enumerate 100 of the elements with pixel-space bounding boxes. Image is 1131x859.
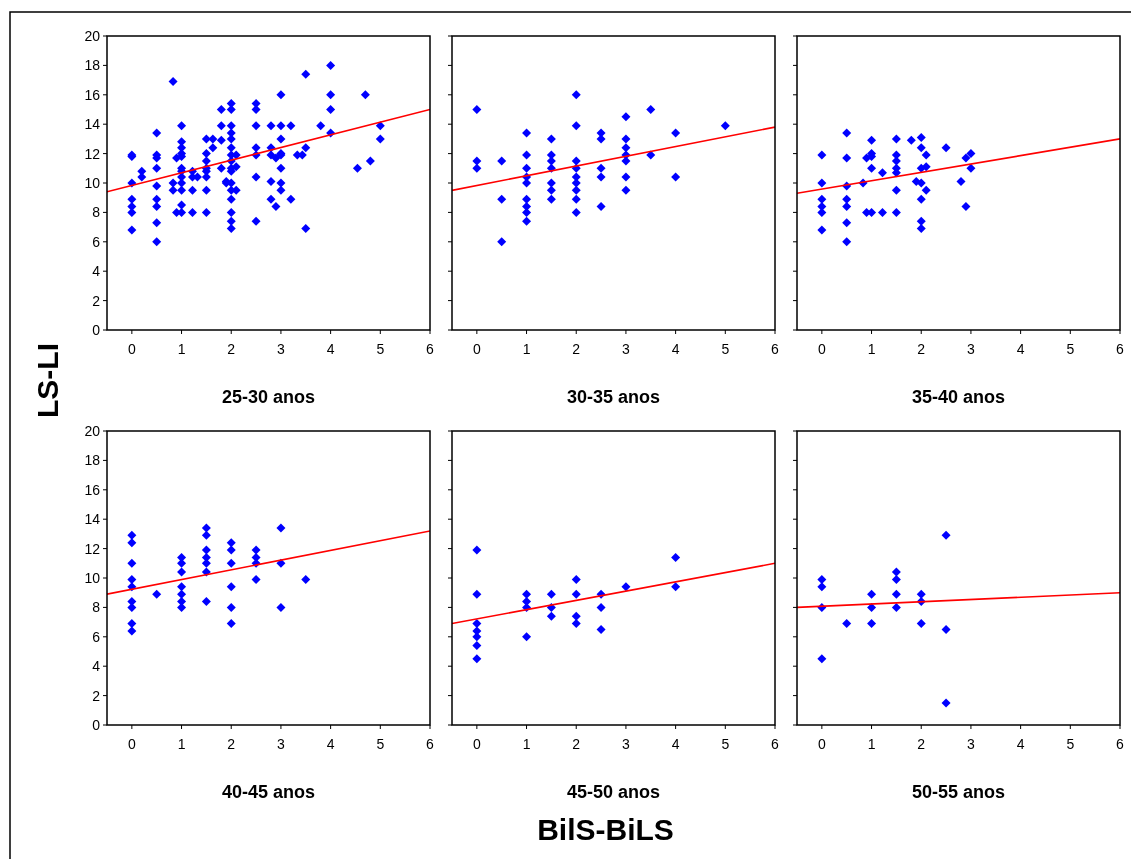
x-tick-label: 5 bbox=[1066, 341, 1075, 357]
x-tick-label: 0 bbox=[472, 341, 481, 357]
point bbox=[226, 558, 236, 568]
point bbox=[941, 624, 951, 634]
x-tick-label: 5 bbox=[376, 341, 385, 357]
point bbox=[546, 185, 556, 195]
point bbox=[546, 194, 556, 204]
x-tick-label: 0 bbox=[817, 341, 826, 357]
y-tick-label: 14 bbox=[84, 116, 101, 133]
x-tick-label: 2 bbox=[227, 341, 236, 357]
point bbox=[127, 574, 137, 584]
y-tick-label: 12 bbox=[84, 540, 101, 557]
point bbox=[571, 207, 581, 217]
point bbox=[867, 619, 877, 629]
point bbox=[201, 530, 211, 540]
point bbox=[201, 545, 211, 555]
point bbox=[226, 619, 236, 629]
y-tick-label: 12 bbox=[84, 145, 101, 162]
point bbox=[127, 619, 137, 629]
point bbox=[867, 135, 877, 145]
point bbox=[596, 202, 606, 212]
point bbox=[817, 225, 827, 235]
x-tick-label: 3 bbox=[622, 341, 631, 357]
y-tick-label: 4 bbox=[92, 658, 101, 675]
x-axis-title: 35-40 anos bbox=[911, 387, 1006, 407]
x-tick-label: 6 bbox=[771, 341, 780, 357]
x-tick-label: 1 bbox=[177, 341, 186, 357]
x-tick-label: 1 bbox=[522, 736, 531, 752]
x-tick-label: 0 bbox=[127, 341, 136, 357]
point bbox=[621, 185, 631, 195]
point bbox=[522, 589, 532, 599]
point bbox=[522, 216, 532, 226]
point bbox=[596, 602, 606, 612]
point bbox=[916, 589, 926, 599]
point bbox=[621, 112, 631, 122]
point bbox=[522, 163, 532, 173]
point bbox=[966, 149, 976, 159]
y-tick-label: 6 bbox=[92, 628, 101, 645]
point bbox=[961, 202, 971, 212]
point bbox=[497, 237, 507, 247]
point bbox=[177, 589, 187, 599]
point bbox=[522, 150, 532, 160]
point bbox=[891, 589, 901, 599]
point bbox=[621, 582, 631, 592]
point bbox=[842, 237, 852, 247]
x-tick-label: 4 bbox=[1016, 736, 1025, 752]
point bbox=[472, 641, 482, 651]
point bbox=[941, 530, 951, 540]
x-tick-label: 1 bbox=[522, 341, 531, 357]
point bbox=[966, 163, 976, 173]
point bbox=[906, 135, 916, 145]
point bbox=[276, 602, 286, 612]
point bbox=[571, 185, 581, 195]
point bbox=[891, 185, 901, 195]
point bbox=[817, 178, 827, 188]
point bbox=[891, 134, 901, 144]
y-tick-label: 18 bbox=[84, 452, 101, 469]
text: BilS-BiLS bbox=[537, 813, 674, 846]
point bbox=[571, 619, 581, 629]
y-tick-label: 8 bbox=[92, 599, 101, 616]
point bbox=[891, 602, 901, 612]
x-tick-label: 2 bbox=[572, 736, 581, 752]
x-axis-title: 25-30 anos bbox=[221, 387, 316, 407]
point bbox=[671, 128, 681, 138]
point bbox=[522, 128, 532, 138]
x-axis-title: 45-50 anos bbox=[566, 782, 661, 802]
point bbox=[916, 224, 926, 234]
y-tick-label: 10 bbox=[84, 175, 101, 191]
point bbox=[201, 523, 211, 533]
point bbox=[127, 538, 137, 548]
point bbox=[817, 194, 827, 204]
point bbox=[842, 128, 852, 138]
point bbox=[226, 582, 236, 592]
point bbox=[177, 582, 187, 592]
point bbox=[817, 574, 827, 584]
y-tick-label: 16 bbox=[84, 86, 101, 103]
y-tick-label: 20 bbox=[84, 28, 101, 44]
x-tick-label: 3 bbox=[277, 736, 286, 752]
point bbox=[671, 582, 681, 592]
point bbox=[596, 163, 606, 173]
y-tick-label: 16 bbox=[84, 481, 101, 498]
point bbox=[177, 567, 187, 577]
x-tick-label: 4 bbox=[326, 736, 335, 752]
x-tick-label: 2 bbox=[917, 341, 926, 357]
y-tick-label: 2 bbox=[92, 292, 101, 309]
point bbox=[596, 172, 606, 182]
point bbox=[941, 143, 951, 153]
x-axis-title: 30-35 anos bbox=[566, 387, 661, 407]
x-axis-title: 50-55 anos bbox=[911, 782, 1006, 802]
x-tick-label: 6 bbox=[1116, 736, 1125, 752]
x-tick-label: 2 bbox=[227, 736, 236, 752]
point bbox=[522, 632, 532, 642]
point bbox=[472, 545, 482, 555]
point bbox=[127, 530, 137, 540]
point bbox=[127, 558, 137, 568]
point bbox=[251, 574, 261, 584]
point bbox=[842, 153, 852, 163]
x-tick-label: 6 bbox=[426, 736, 435, 752]
point bbox=[671, 172, 681, 182]
point bbox=[472, 589, 482, 599]
